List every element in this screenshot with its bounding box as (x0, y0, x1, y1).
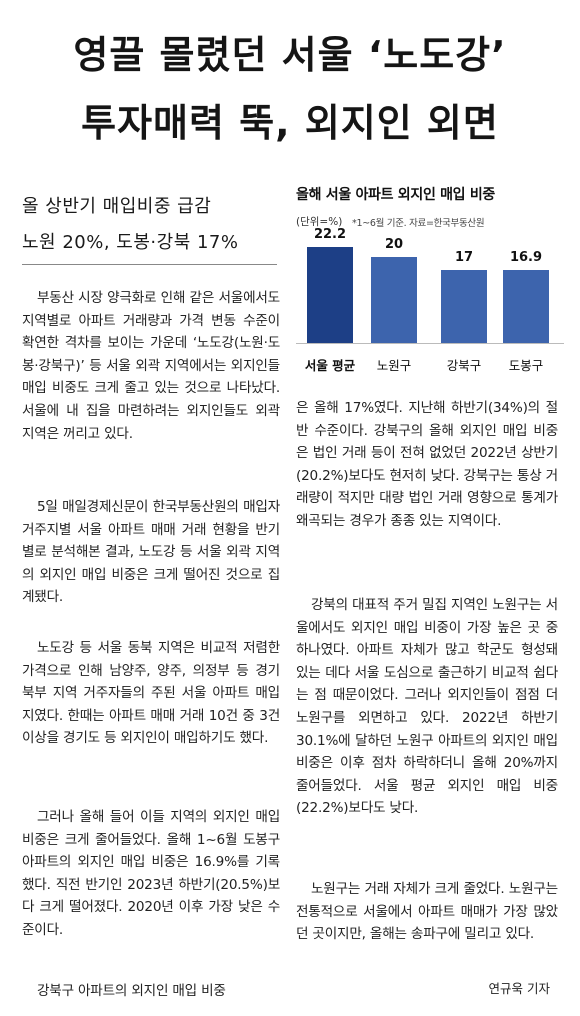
body-paragraph-5: 강북구 아파트의 외지인 매입 비중 (36, 983, 226, 999)
chart-bar (371, 256, 417, 343)
subheadline-rule (22, 264, 277, 265)
subheadline-line2: 노원 20%, 도봉·강북 17% (22, 232, 239, 253)
bar-chart: 올해 서울 아파트 외지인 매입 비중 (단위=%) *1~6월 기준. 자료=… (290, 180, 570, 395)
chart-category-label: 서울 평균 (304, 358, 356, 373)
chart-category-label: 노원구 (376, 358, 412, 373)
chart-unit: (단위=%) (296, 216, 343, 228)
body-paragraph-1: 부동산 시장 양극화로 인해 같은 서울에서도 지역별로 아파트 거래량과 가격… (22, 290, 280, 442)
chart-title: 올해 서울 아파트 외지인 매입 비중 (296, 187, 495, 203)
subheadline-line1: 올 상반기 매입비중 급감 (22, 196, 212, 217)
chart-value-label: 17 (454, 249, 474, 265)
chart-value-label: 20 (384, 236, 404, 252)
chart-source: *1~6월 기준. 자료=한국부동산원 (352, 218, 485, 229)
body-paragraph-3: 노도강 등 서울 동북 지역은 비교적 저렴한 가격으로 인해 남양주, 양주,… (22, 640, 280, 747)
body-paragraph-6: 은 올해 17%였다. 지난해 하반기(34%)의 절반 수준이다. 강북구의 … (296, 400, 558, 529)
chart-baseline (296, 343, 564, 344)
headline-line1: 영끌 몰렸던 서울 ‘노도강’ (73, 33, 507, 77)
chart-bar (503, 269, 549, 343)
chart-category-label: 강북구 (446, 358, 482, 373)
headline-line2: 투자매력 뚝, 외지인 외면 (81, 101, 499, 145)
chart-category-label: 도봉구 (508, 358, 544, 373)
chart-bar (441, 269, 487, 343)
chart-bar (307, 247, 353, 343)
chart-value-label: 22.2 (313, 227, 347, 243)
body-paragraph-2: 5일 매일경제신문이 한국부동산원의 매입자 거주지별 서울 아파트 매매 거래… (22, 499, 280, 606)
chart-value-label: 16.9 (509, 249, 543, 265)
byline: 연규욱 기자 (488, 981, 550, 996)
body-paragraph-7: 강북의 대표적 주거 밀집 지역인 노원구는 서울에서도 외지인 매입 비중이 … (296, 597, 558, 817)
body-paragraph-8: 노원구는 거래 자체가 크게 줄었다. 노원구는 전통적으로 서울에서 아파트 … (296, 881, 558, 943)
body-paragraph-4: 그러나 올해 들어 이들 지역의 외지인 매입 비중은 크게 줄어들었다. 올해… (22, 809, 280, 938)
